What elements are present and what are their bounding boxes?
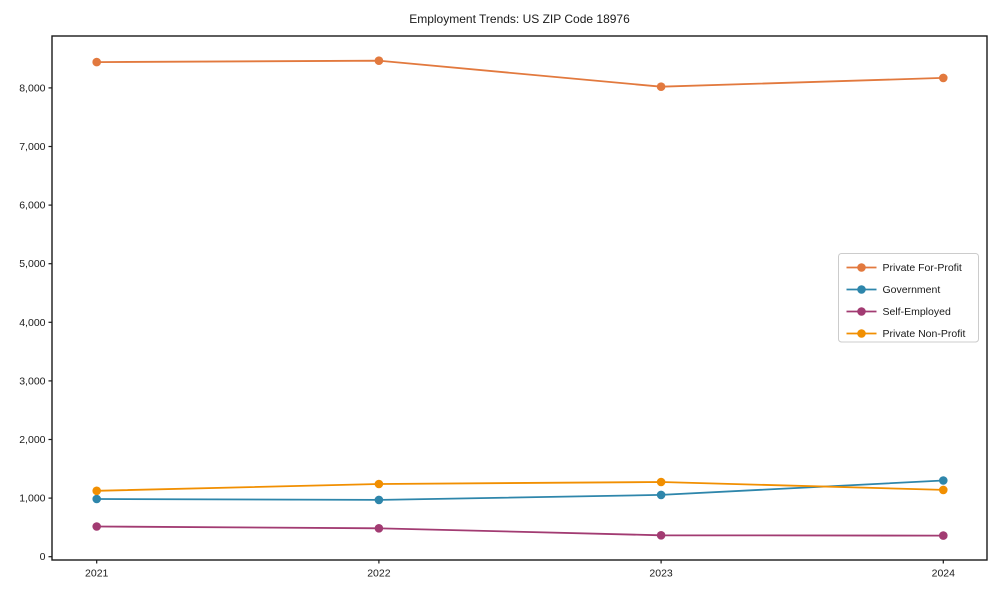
series-layer <box>92 56 948 540</box>
plot-frame <box>51 35 988 561</box>
chart-title: Employment Trends: US ZIP Code 18976 <box>409 12 630 26</box>
legend-label: Private For-Profit <box>883 262 962 274</box>
y-tick-label: 6,000 <box>19 200 45 212</box>
y-tick-label: 5,000 <box>19 258 45 270</box>
series-line <box>96 59 944 88</box>
data-point <box>656 82 666 91</box>
x-tick-label: 2024 <box>932 568 956 580</box>
y-tick-label: 8,000 <box>19 82 45 94</box>
data-point <box>656 531 666 540</box>
x-tick-label: 2023 <box>649 568 673 580</box>
legend-label: Government <box>883 284 941 296</box>
legend-entry: Self-Employed <box>846 306 951 318</box>
y-tick-label: 3,000 <box>19 375 45 387</box>
series-line <box>96 479 944 501</box>
data-point <box>939 73 948 83</box>
data-point <box>939 476 948 485</box>
data-point <box>374 479 384 489</box>
legend-marker <box>857 263 866 272</box>
legend-entry: Government <box>846 284 941 296</box>
data-point <box>374 524 384 533</box>
series-line <box>96 481 944 492</box>
legend-label: Self-Employed <box>883 306 951 318</box>
data-point <box>374 495 384 505</box>
y-tick-label: 4,000 <box>19 317 45 329</box>
data-point <box>92 522 101 531</box>
data-point <box>656 490 666 500</box>
legend-entry: Private For-Profit <box>846 262 962 274</box>
series-private-non-profit <box>92 477 948 496</box>
data-point <box>939 531 948 540</box>
legend-marker <box>857 285 866 294</box>
y-tick-label: 2,000 <box>19 434 45 446</box>
y-tick-label: 0 <box>40 551 46 563</box>
x-tick-label: 2021 <box>85 568 109 580</box>
series-private-for-profit <box>92 56 948 91</box>
data-point <box>92 494 101 504</box>
legend: Private For-Profit Government Self-Employe… <box>838 253 979 343</box>
data-point <box>92 57 101 67</box>
series-line <box>96 525 944 537</box>
legend-marker <box>857 329 866 338</box>
data-point <box>939 485 948 495</box>
legend-box <box>838 253 979 343</box>
x-tick-label: 2022 <box>367 568 391 580</box>
legend-entry: Private Non-Profit <box>846 328 966 340</box>
axes: 0 1,000 2,000 3,000 4,000 5,000 6,000 7,000 8,00… <box>19 82 955 579</box>
legend-label: Private Non-Profit <box>883 328 966 340</box>
y-tick-label: 1,000 <box>19 493 45 505</box>
legend-marker <box>857 307 866 316</box>
series-self-employed <box>92 522 948 540</box>
y-tick-label: 7,000 <box>19 141 45 153</box>
plot-area <box>51 35 988 561</box>
data-point <box>374 56 384 65</box>
data-point <box>92 486 101 496</box>
series-government <box>92 476 948 505</box>
data-point <box>656 477 666 487</box>
